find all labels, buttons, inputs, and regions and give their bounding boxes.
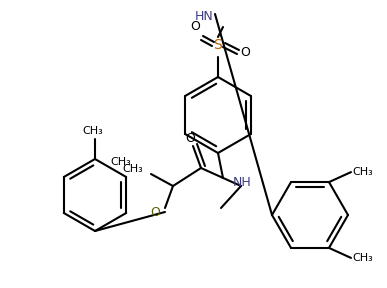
Text: CH₃: CH₃: [353, 253, 373, 263]
Text: CH₃: CH₃: [83, 126, 103, 136]
Text: O: O: [190, 20, 200, 33]
Text: CH₃: CH₃: [110, 157, 131, 167]
Text: O: O: [185, 132, 195, 145]
Text: NH: NH: [233, 177, 252, 190]
Text: HN: HN: [194, 10, 213, 24]
Text: CH₃: CH₃: [122, 164, 143, 174]
Text: S: S: [214, 38, 223, 52]
Text: O: O: [240, 46, 250, 60]
Text: O: O: [150, 206, 160, 219]
Text: CH₃: CH₃: [353, 167, 373, 177]
